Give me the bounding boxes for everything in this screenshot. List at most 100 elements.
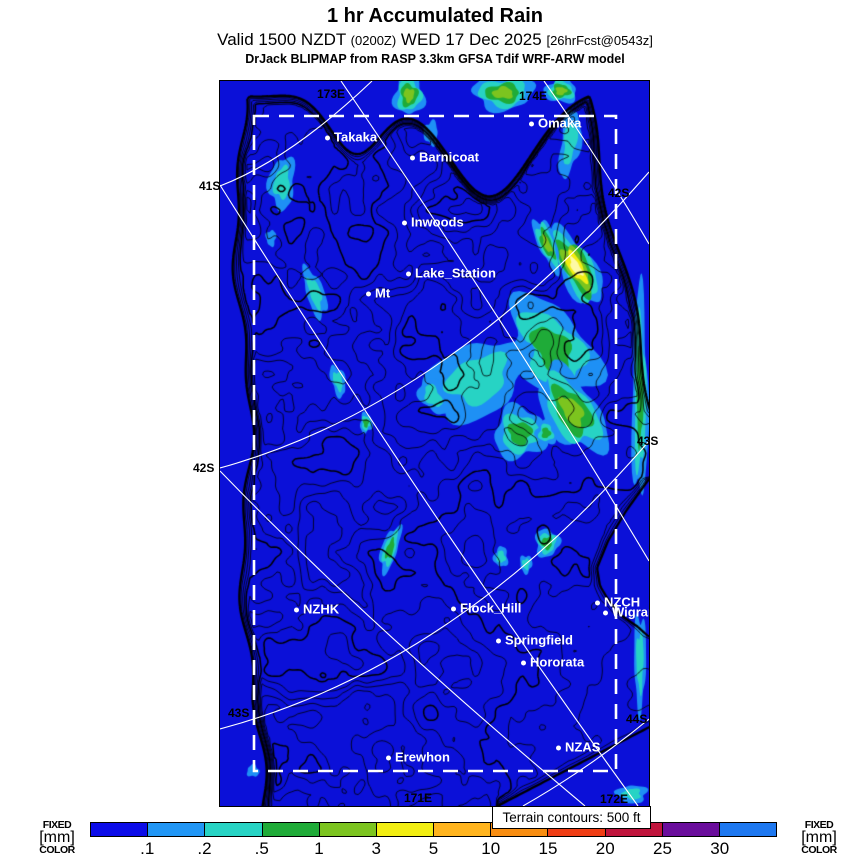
- station-label-hororata: Hororata: [521, 655, 584, 670]
- longitude-line: [220, 470, 586, 806]
- station-name: Springfield: [505, 632, 573, 648]
- colorbar-tick: .5: [254, 839, 269, 858]
- station-label-takaka: Takaka: [325, 130, 377, 145]
- colorbar-segment: [718, 822, 778, 837]
- graticule-label-173e: 173E: [317, 87, 346, 101]
- units-color-text: COLOR: [39, 844, 75, 856]
- station-name: Wigram: [612, 604, 649, 620]
- valid-zulu: (0200Z): [350, 33, 397, 48]
- station-label-nzas: NZAS: [556, 740, 600, 755]
- station-dot: [366, 291, 371, 297]
- station-dot: [386, 755, 391, 761]
- station-name: Takaka: [334, 129, 378, 145]
- station-dot: [410, 155, 415, 161]
- units-mm-text: [mm]: [39, 829, 75, 846]
- longitude-line: [340, 81, 649, 562]
- station-label-nzhk: NZHK: [294, 602, 339, 617]
- colorbar-tick: .2: [197, 839, 212, 858]
- colorbar-segment: [147, 822, 206, 837]
- longitude-line: [543, 81, 649, 245]
- colorbar-segment: [375, 822, 435, 837]
- colorbar-segment: [433, 822, 492, 837]
- units-color-text: COLOR: [801, 844, 837, 856]
- longitude-line: [220, 184, 639, 806]
- colorbar-segment: [261, 822, 320, 837]
- latitude-line: [522, 718, 649, 806]
- graticule-label-171e: 171E: [404, 791, 433, 805]
- station-name: Mt: [375, 285, 391, 301]
- station-dot: [556, 745, 561, 751]
- station-dot: [529, 121, 534, 127]
- units-mm-text: [mm]: [801, 829, 837, 846]
- station-dot: [294, 607, 299, 613]
- station-name: Erewhon: [395, 749, 450, 765]
- valid-prefix: Valid 1500 NZDT: [217, 30, 351, 49]
- graticule-label-43s: 43S: [637, 434, 659, 448]
- colorbar-tick: 1: [314, 839, 324, 858]
- graticule-label-44s: 44S: [626, 712, 648, 726]
- station-label-nzch: NZCH: [595, 595, 640, 610]
- colorbar-tick: 15: [538, 839, 558, 858]
- latitude-line: [220, 171, 649, 469]
- station-name: Inwoods: [411, 214, 464, 230]
- colorbar-tick: 30: [710, 839, 730, 858]
- station-label-springfield: Springfield: [496, 633, 573, 648]
- station-dot: [603, 610, 608, 616]
- graticule-overlay: [220, 81, 649, 806]
- station-name: Hororata: [530, 654, 585, 670]
- latitude-line: [220, 440, 649, 730]
- station-label-flock_hill: Flock_Hill: [451, 601, 521, 616]
- colorbar: [90, 822, 778, 837]
- units-fixed-text: FIXED: [804, 819, 834, 831]
- station-dot: [521, 660, 526, 666]
- station-label-inwoods: Inwoods: [402, 215, 464, 230]
- station-name: NZCH: [604, 594, 641, 610]
- colorbar-segment: [204, 822, 263, 837]
- units-label-right: FIXED [mm] COLOR: [789, 819, 849, 856]
- graticule-label-42s: 42S: [193, 461, 215, 475]
- station-name: Lake_Station: [415, 265, 496, 281]
- graticule-label-41s: 41S: [199, 179, 221, 193]
- terrain-note: Terrain contours: 500 ft: [492, 806, 651, 829]
- header: 1 hr Accumulated Rain Valid 1500 NZDT (0…: [10, 0, 850, 66]
- station-dot: [325, 135, 330, 141]
- valid-date: WED 17 Dec 2025: [396, 30, 547, 49]
- station-name: Omaka: [538, 115, 582, 131]
- valid-time-line: Valid 1500 NZDT (0200Z) WED 17 Dec 2025 …: [10, 30, 850, 50]
- station-label-wigram: Wigram: [603, 604, 649, 620]
- graticule-label-43s: 43S: [228, 706, 250, 720]
- colorbar-tick: 20: [595, 839, 615, 858]
- station-dot: [496, 638, 501, 644]
- graticule-label-174e: 174E: [519, 89, 548, 103]
- station-label-mt: Mt: [366, 286, 390, 301]
- colorbar-ticks: .1 .2 .5 1 3 5 10 15 20 25 30: [90, 839, 777, 859]
- station-name: Barnicoat: [419, 149, 479, 165]
- valid-fcst: [26hrFcst@0543z]: [546, 33, 653, 48]
- station-label-erewhon: Erewhon: [386, 750, 450, 765]
- station-dot: [402, 220, 407, 226]
- colorbar-segment: [90, 822, 149, 837]
- station-label-lake_station: Lake_Station: [406, 266, 496, 281]
- station-dot: [406, 271, 411, 277]
- colorbar-segment: [318, 822, 377, 837]
- station-label-omaka: Omaka: [529, 116, 581, 131]
- station-name: NZHK: [303, 601, 340, 617]
- graticule-label-42s: 42S: [608, 186, 630, 200]
- units-label-left: FIXED [mm] COLOR: [27, 819, 87, 856]
- weather-map: Takaka Barnicoat Inwoods Lake_Station Mt Omak…: [219, 80, 650, 807]
- model-domain-box: [252, 114, 618, 773]
- units-fixed-text: FIXED: [42, 819, 72, 831]
- colorbar-tick: 10: [481, 839, 501, 858]
- colorbar-tick: 3: [371, 839, 381, 858]
- colorbar-segment: [661, 822, 720, 837]
- station-name: Flock_Hill: [460, 600, 522, 616]
- graticule-label-172e: 172E: [600, 792, 629, 806]
- model-line: DrJack BLIPMAP from RASP 3.3km GFSA Tdif…: [245, 52, 625, 66]
- station-label-barnicoat: Barnicoat: [410, 150, 479, 165]
- colorbar-tick: .1: [140, 839, 155, 858]
- colorbar-tick: 25: [653, 839, 672, 858]
- colorbar-tick: 5: [428, 839, 439, 858]
- station-name: NZAS: [565, 739, 601, 755]
- page-title: 1 hr Accumulated Rain: [327, 5, 543, 27]
